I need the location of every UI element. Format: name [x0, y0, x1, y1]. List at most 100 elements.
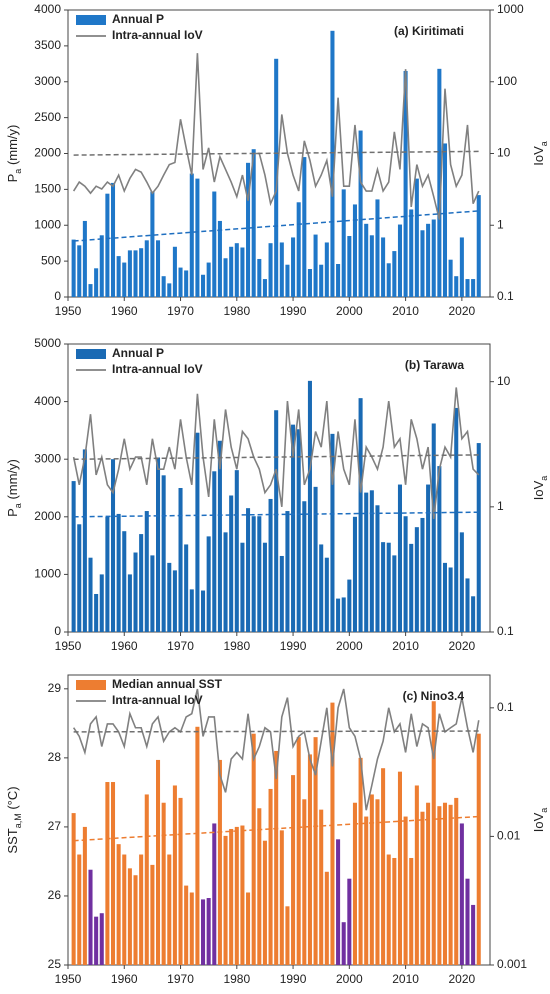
x-tick-label: 2000 [336, 972, 363, 986]
iov-line [72, 387, 480, 520]
y-tick-label: 5000 [34, 336, 61, 350]
bar [414, 785, 419, 965]
axis-label-part: (mm/y) [5, 459, 20, 503]
bar [234, 826, 239, 965]
y2-tick-label: 10 [497, 146, 511, 160]
x-tick-label: 1950 [55, 304, 82, 318]
bar [285, 264, 290, 297]
bar [184, 544, 189, 632]
axis-label-part: a [539, 141, 549, 146]
bar [71, 813, 76, 965]
bar [223, 835, 228, 965]
bar [251, 149, 256, 297]
axis-label-part: IoV [531, 812, 546, 832]
bar [150, 864, 155, 965]
bar [319, 809, 324, 965]
bar [122, 854, 127, 965]
panel: 1950 1960 1970 1980 1990 2000 2010 202005001000… [5, 2, 549, 318]
x-tick-label: 1970 [167, 972, 194, 986]
bar [144, 511, 149, 632]
y2-tick-label: 0.01 [497, 829, 521, 843]
bar [437, 68, 442, 298]
bar [347, 236, 352, 297]
bar [319, 264, 324, 297]
bar [358, 757, 363, 965]
bar [347, 878, 352, 965]
bar [82, 449, 87, 632]
bar [465, 878, 470, 965]
axis-label: SSTa,M (°C) [5, 786, 23, 853]
bar [375, 199, 380, 297]
x-tick-label: 1960 [111, 639, 138, 653]
bar [167, 854, 172, 965]
bar [212, 823, 217, 965]
bar [442, 562, 448, 632]
axis-label: Pa (mm/y) [5, 125, 23, 183]
bar [88, 557, 93, 632]
bar [358, 398, 363, 632]
bar [386, 854, 391, 965]
bar [330, 433, 335, 632]
bar [262, 279, 267, 297]
y2-tick-label: 1000 [497, 2, 524, 16]
x-tick-label: 1990 [280, 304, 307, 318]
bar [77, 854, 82, 965]
bar [105, 193, 110, 297]
bar [105, 516, 110, 632]
bar [414, 527, 419, 632]
bar [471, 904, 476, 965]
bar [279, 242, 284, 297]
panel-title: (b) Tarawa [405, 358, 464, 372]
y-tick-label: 4000 [34, 2, 61, 16]
bar [274, 410, 279, 632]
bar [110, 782, 116, 965]
trend-line [73, 454, 479, 461]
x-tick-label: 2000 [336, 639, 363, 653]
bar [94, 916, 99, 965]
bar [352, 516, 357, 632]
legend-swatch [76, 15, 106, 25]
x-tick-label: 1960 [111, 304, 138, 318]
x-tick-label: 2010 [392, 972, 419, 986]
bar [426, 223, 431, 297]
bar [369, 794, 374, 965]
y-tick-label: 27 [48, 819, 62, 833]
bar [307, 754, 312, 965]
y2-tick-label: 0.1 [497, 700, 514, 714]
y-tick-label: 26 [48, 888, 62, 902]
bar [212, 471, 217, 632]
x-tick-label: 1990 [280, 972, 307, 986]
bar [94, 593, 99, 632]
bar [150, 555, 155, 632]
bar [386, 263, 391, 297]
bar [212, 191, 217, 297]
y-tick-label: 2500 [34, 110, 61, 124]
bar [358, 130, 363, 297]
bar [386, 542, 391, 632]
bar [268, 498, 273, 632]
bar [82, 826, 87, 965]
bar [392, 857, 397, 965]
iov-line [72, 688, 480, 811]
bar [364, 492, 369, 632]
bar [167, 562, 172, 632]
bar [116, 844, 121, 965]
y2-tick-label: 100 [497, 74, 517, 88]
bar [285, 906, 290, 965]
bar [476, 733, 481, 965]
bar [420, 230, 425, 297]
bar [133, 552, 138, 632]
bar [268, 243, 273, 297]
bar [431, 423, 436, 632]
y2-tick-label: 1 [497, 499, 504, 513]
bar [414, 178, 419, 297]
bar [409, 209, 414, 297]
bar [82, 220, 87, 297]
bar [201, 274, 206, 297]
legend-label: Intra-annual IoV [112, 362, 203, 376]
bar [336, 598, 341, 632]
bar [465, 279, 470, 297]
bar [448, 804, 453, 965]
axis-label-part: IoV [531, 146, 546, 166]
bar [268, 788, 273, 965]
